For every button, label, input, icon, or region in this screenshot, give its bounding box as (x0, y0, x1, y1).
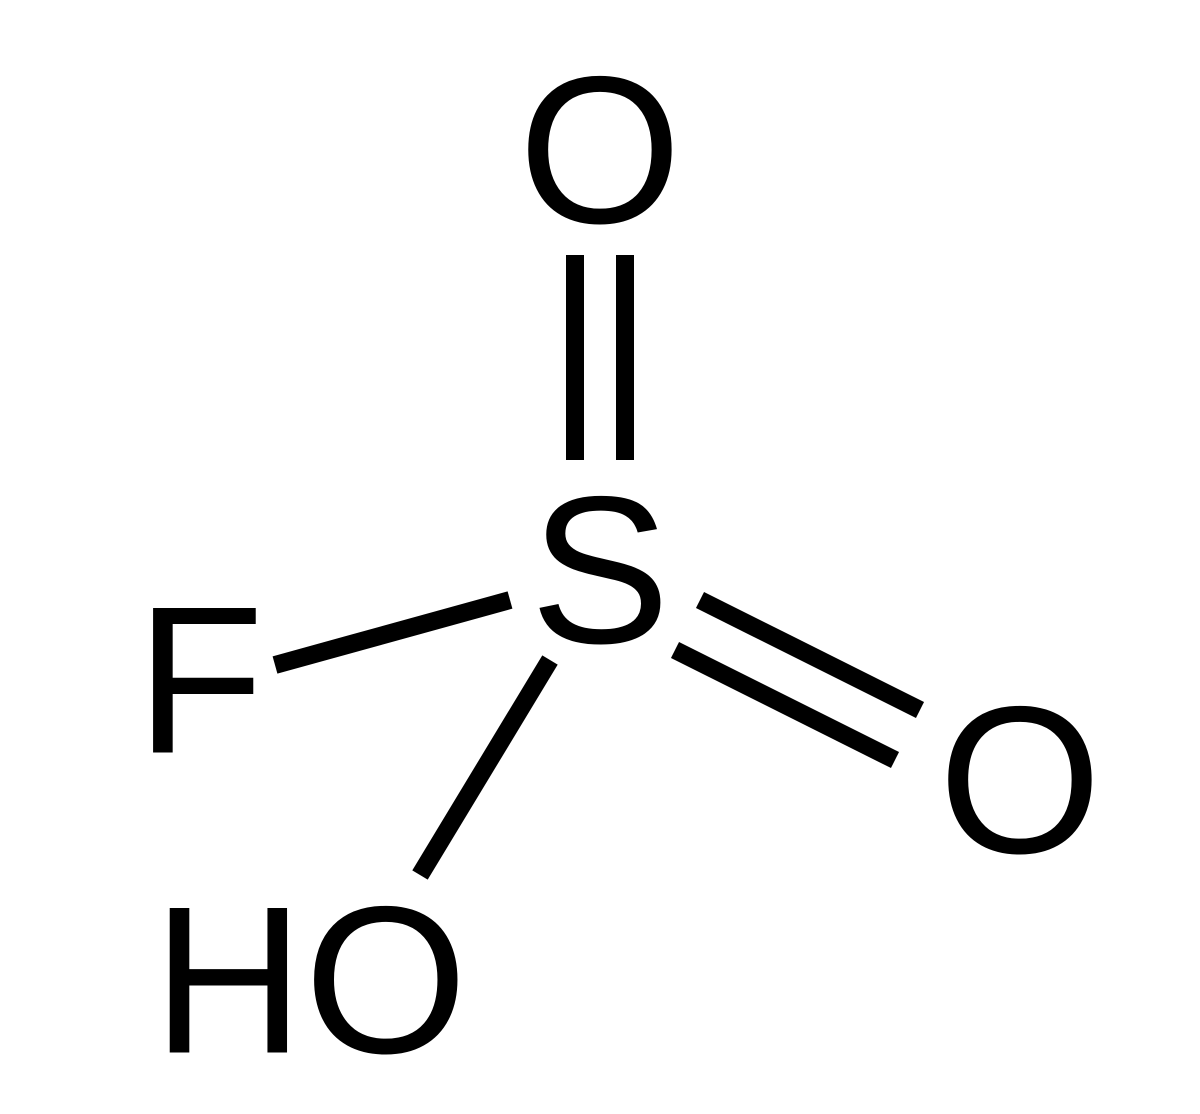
molecule-diagram: S O O F HO (0, 0, 1200, 1114)
atom-sulfur: S (530, 453, 670, 688)
atom-hydroxyl: HO (153, 863, 468, 1098)
bond-S-OH (420, 660, 550, 875)
atom-fluorine: F (136, 563, 264, 798)
atoms-group: S O O F HO (136, 33, 1102, 1098)
atom-oxygen-right: O (938, 663, 1101, 898)
atom-oxygen-top: O (518, 33, 681, 268)
bond-S-O_right (700, 600, 920, 710)
bond-S-F (275, 600, 510, 665)
bond-S-O_right (675, 650, 895, 760)
